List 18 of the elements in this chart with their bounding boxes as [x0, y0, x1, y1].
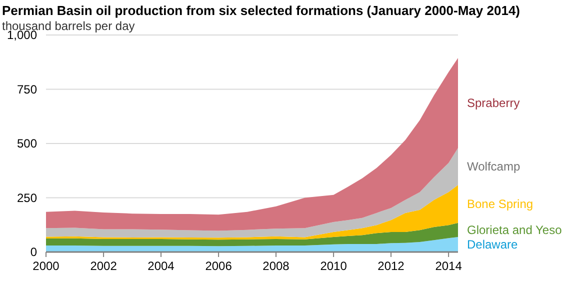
- x-tick-label: 2008: [262, 259, 290, 273]
- x-tick-label: 2014: [435, 259, 462, 273]
- x-tick-label: 2004: [148, 259, 175, 273]
- series-label: Bone Spring: [467, 196, 534, 211]
- series-label: Wolfcamp: [467, 160, 520, 174]
- y-tick-label: 0: [30, 245, 38, 259]
- x-tick-label: 2006: [205, 259, 232, 273]
- x-tick-label: 2002: [90, 259, 118, 273]
- series-label: Glorieta and Yeso: [467, 222, 562, 237]
- y-tick-label: 750: [16, 82, 38, 96]
- series-label: Spraberry: [467, 96, 520, 110]
- x-tick-label: 2012: [378, 259, 405, 273]
- x-tick-label: 2000: [32, 259, 60, 273]
- x-tick-label: 2010: [320, 259, 348, 273]
- series-label: Delaware: [467, 238, 518, 252]
- y-tick-label: 250: [16, 190, 38, 205]
- chart-title: Permian Basin oil production from six selected formations (January 2000-May 2014): [2, 3, 520, 18]
- y-tick-label: 500: [16, 136, 38, 150]
